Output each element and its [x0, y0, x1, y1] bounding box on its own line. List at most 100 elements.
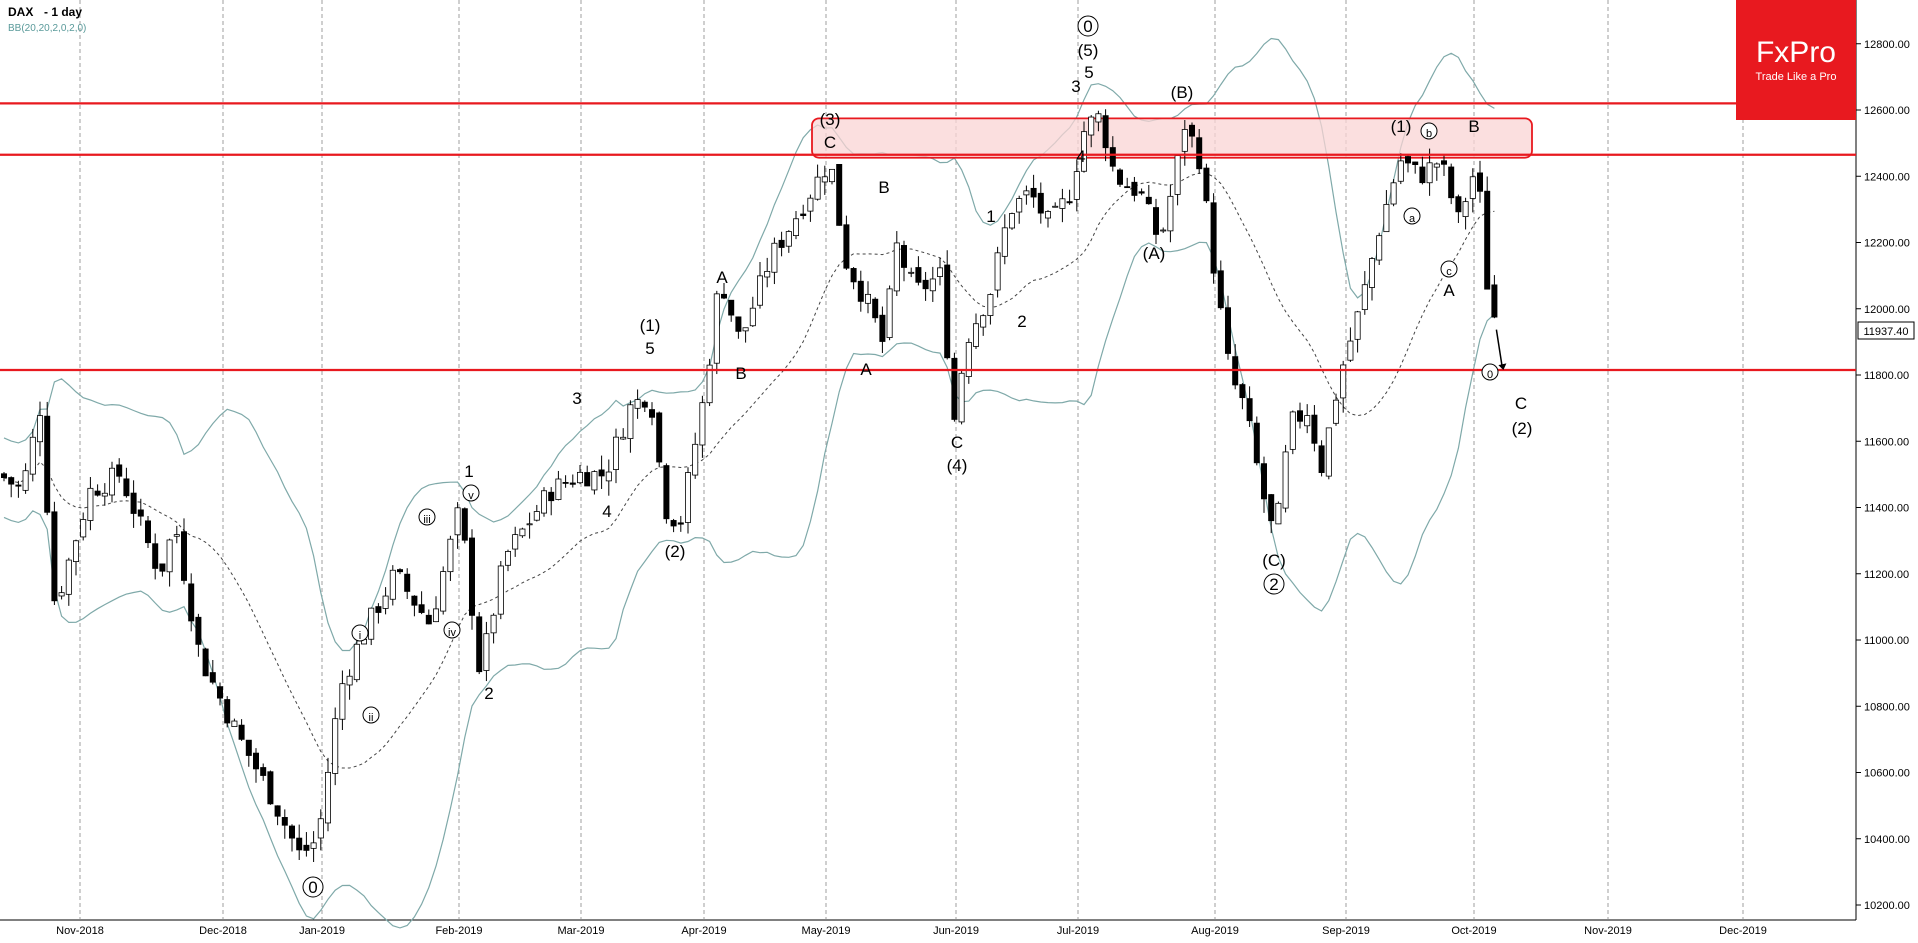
candle-body — [490, 614, 497, 634]
candle-body — [476, 616, 483, 673]
wave-label: 1 — [986, 207, 995, 226]
candle-body — [821, 176, 828, 183]
candle-body — [785, 231, 792, 247]
resistance-zone — [811, 117, 1533, 159]
candle-body — [1196, 137, 1203, 170]
candle-body — [1030, 187, 1037, 198]
candle-body — [1001, 227, 1008, 257]
horizontal-levels — [0, 102, 1856, 372]
candle-body — [1369, 258, 1376, 288]
wave-label: 3 — [572, 389, 581, 408]
candle-body — [382, 595, 389, 609]
x-tick-label: Nov-2018 — [56, 925, 104, 937]
candle-body — [332, 718, 339, 774]
candle-body — [447, 538, 454, 573]
candle-body — [908, 271, 915, 274]
candle-body — [958, 372, 965, 423]
candle-body — [555, 478, 562, 500]
candle-body — [591, 471, 598, 491]
candle-body — [807, 197, 814, 212]
candle-body — [548, 491, 555, 502]
candle-body — [123, 478, 130, 497]
current-price-label: 11937.40 — [1863, 326, 1908, 338]
candle-body — [1066, 201, 1073, 204]
candle-body — [80, 519, 87, 538]
wave-label-circle — [1440, 260, 1458, 278]
wave-label: 4 — [1076, 147, 1085, 166]
candle-body — [1441, 160, 1448, 165]
upper-band — [3, 37, 1495, 652]
candle-body — [1174, 155, 1181, 195]
x-tick-label: May-2019 — [802, 925, 851, 937]
candle-body — [195, 616, 202, 645]
candle-body — [728, 299, 735, 316]
y-tick-label: 12200.00 — [1864, 238, 1910, 250]
candle-body — [893, 242, 900, 292]
x-tick-label: Jul-2019 — [1057, 925, 1099, 937]
candle-body — [1347, 340, 1354, 361]
candle-body — [404, 573, 411, 592]
candle-body — [973, 323, 980, 347]
candle-body — [641, 401, 648, 408]
wave-label: C — [951, 433, 963, 452]
wave-label: 1 — [464, 462, 473, 481]
candle-body — [504, 551, 511, 566]
candle-body — [73, 540, 80, 562]
wave-label: B — [1468, 117, 1479, 136]
wave-label: (1) — [640, 316, 661, 335]
candle-body — [317, 818, 324, 839]
candle-body — [1448, 166, 1455, 199]
x-tick-label: Dec-2018 — [199, 925, 247, 937]
fxpro-logo[interactable]: FxPro Trade Like a Pro — [1736, 0, 1856, 120]
candle-body — [396, 569, 403, 573]
x-axis-ticks: Nov-2018 Dec-2018 Jan-2019 Feb-2019 Mar-2019… — [56, 925, 1767, 937]
candle-body — [742, 327, 749, 332]
candle-body — [1167, 195, 1174, 232]
candle-body — [353, 643, 360, 681]
candle-body — [1109, 147, 1116, 167]
wave-label: B — [878, 178, 889, 197]
candle-body — [922, 279, 929, 290]
candle-body — [87, 487, 94, 521]
wave-label: A — [860, 360, 872, 379]
wave-label: b — [1426, 128, 1432, 140]
candle-body — [872, 298, 879, 319]
resistance-zone-box — [811, 117, 1533, 159]
wave-label: (2) — [1512, 419, 1533, 438]
candle-body — [951, 357, 958, 420]
candle-body — [886, 288, 893, 338]
wave-label: (C) — [1262, 551, 1286, 570]
candle-body — [1433, 163, 1440, 168]
candle-body — [101, 492, 108, 497]
candle-body — [577, 471, 584, 484]
current-price-tag: 11937.40 — [1857, 321, 1915, 340]
candle-body — [1289, 411, 1296, 450]
candle-body — [620, 436, 627, 440]
candle-body — [634, 399, 641, 409]
candle-body — [1412, 161, 1419, 166]
candle-body — [8, 477, 15, 485]
y-tick-label: 12400.00 — [1864, 171, 1910, 183]
y-tick-label: 10600.00 — [1864, 768, 1910, 780]
candle-body — [735, 316, 742, 332]
candle-body — [1484, 190, 1491, 290]
candle-body — [58, 592, 65, 597]
projection-arrow-head — [1498, 363, 1507, 371]
candle-body — [663, 465, 670, 520]
wave-label: 0 — [1487, 369, 1493, 381]
candle-body — [1419, 166, 1426, 184]
candle-body — [1469, 176, 1476, 199]
candle-body — [1261, 463, 1268, 500]
wave-label-circle — [1077, 15, 1099, 37]
y-tick-label: 11800.00 — [1864, 370, 1909, 382]
candle-body — [1189, 124, 1196, 137]
candle-body — [497, 565, 504, 615]
candle-body — [605, 471, 612, 482]
candle-body — [1253, 422, 1260, 464]
candle-body — [1311, 414, 1318, 444]
candle-body — [0, 473, 7, 479]
candle-body — [1376, 235, 1383, 261]
projection-arrow — [1495, 329, 1504, 369]
